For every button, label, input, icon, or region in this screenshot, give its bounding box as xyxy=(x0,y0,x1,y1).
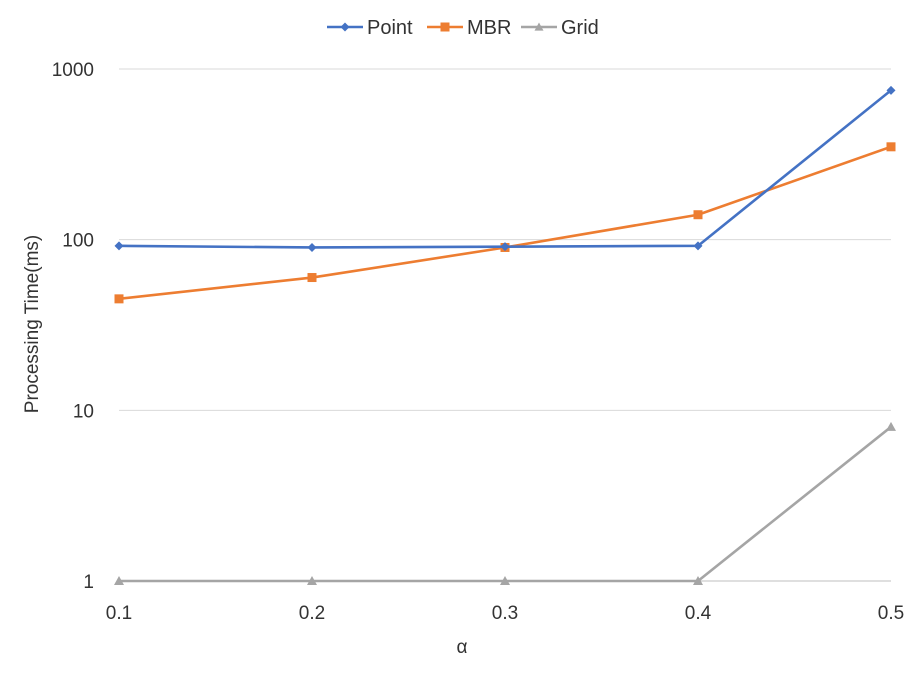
data-point-grid xyxy=(886,421,896,431)
series-layer xyxy=(114,85,896,585)
x-tick-label: 0.2 xyxy=(299,603,325,624)
y-axis-title: Processing Time(ms) xyxy=(22,235,43,413)
data-point-grid xyxy=(114,576,124,585)
legend-marker xyxy=(340,22,350,32)
y-tick-label: 100 xyxy=(62,231,94,252)
x-tick-label: 0.5 xyxy=(878,603,904,624)
data-point-mbr xyxy=(114,294,124,304)
y-tick-label: 1000 xyxy=(52,60,94,81)
x-tick-label: 0.4 xyxy=(685,603,712,624)
legend-marker xyxy=(440,22,450,32)
x-tick-labels: 0.1 0.2 0.3 0.4 0.5 xyxy=(106,603,904,624)
series-line-point xyxy=(118,89,892,249)
series-line-grid xyxy=(119,425,892,583)
data-point-mbr xyxy=(307,273,317,283)
legend-marker xyxy=(534,22,544,31)
data-point-point xyxy=(886,85,896,95)
legend-item-grid: Grid xyxy=(521,17,599,39)
x-tick-label: 0.1 xyxy=(106,603,132,624)
series-point xyxy=(114,85,896,252)
series-mbr xyxy=(114,142,896,304)
y-tick-label: 1 xyxy=(83,572,94,593)
data-point-grid xyxy=(693,576,703,585)
legend-item-point: Point xyxy=(327,17,413,39)
data-point-point xyxy=(114,241,124,251)
data-point-point xyxy=(500,242,510,252)
x-axis-title: α xyxy=(457,637,468,658)
data-point-point xyxy=(307,242,317,252)
y-tick-labels: 1 10 100 1000 xyxy=(52,60,94,593)
series-grid xyxy=(114,421,896,585)
legend-label: MBR xyxy=(467,17,511,39)
data-point-grid xyxy=(500,576,510,585)
gridlines xyxy=(119,68,891,582)
data-point-mbr xyxy=(693,210,703,220)
legend-label: Grid xyxy=(561,17,599,39)
data-point-mbr xyxy=(886,142,896,152)
x-tick-label: 0.3 xyxy=(492,603,518,624)
legend-label: Point xyxy=(367,17,413,39)
series-line-mbr xyxy=(118,145,892,301)
legend-item-mbr: MBR xyxy=(427,17,511,39)
y-tick-label: 10 xyxy=(73,401,94,422)
data-point-point xyxy=(693,241,703,251)
legend: Point MBR Grid xyxy=(327,17,599,39)
data-point-grid xyxy=(307,576,317,585)
